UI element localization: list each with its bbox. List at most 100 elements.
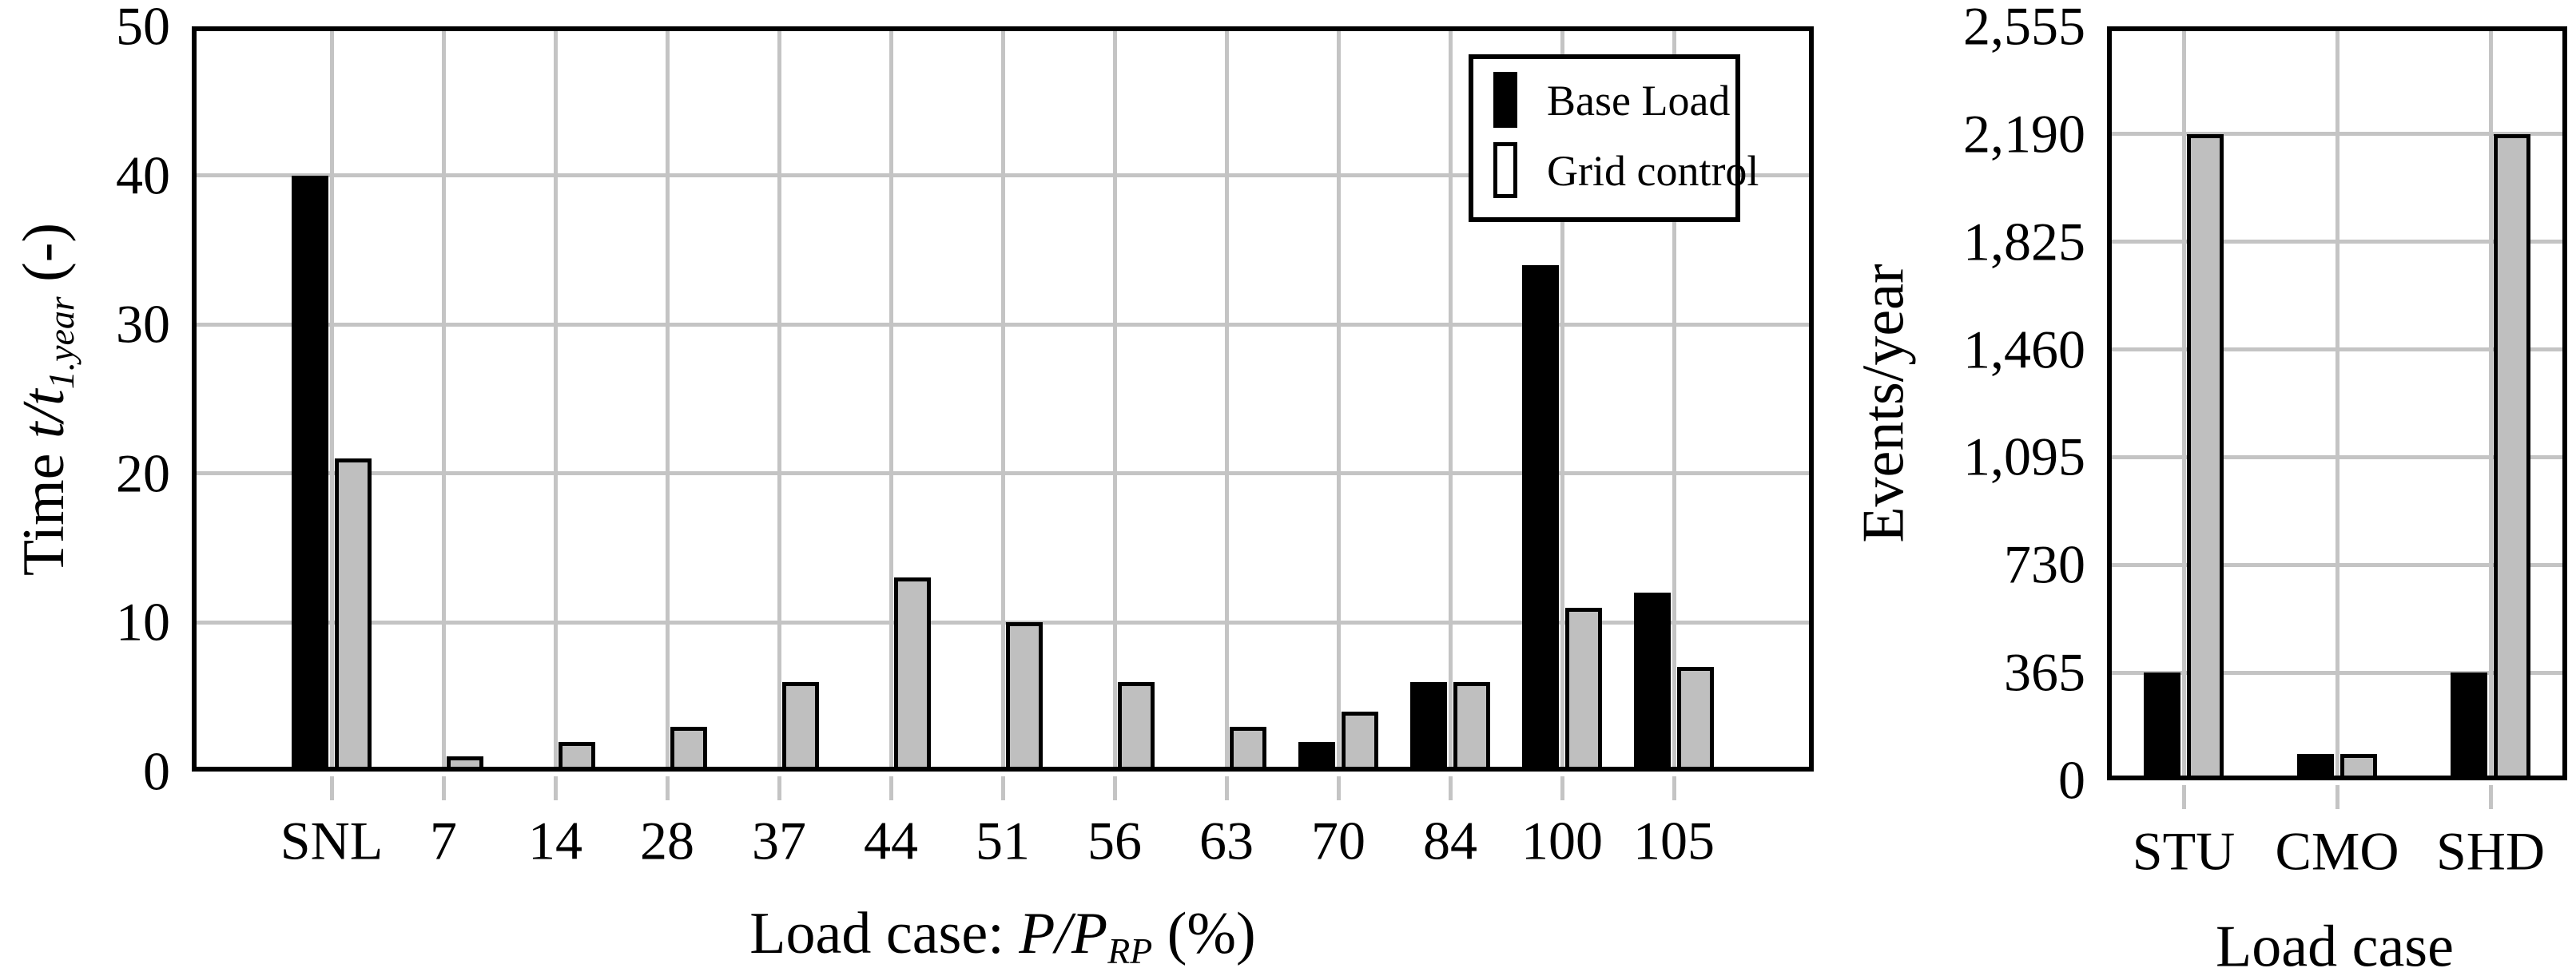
- bar-base-load-56: [1075, 768, 1111, 772]
- left-y-title-text: Time: [11, 438, 78, 577]
- x-tick-label: 14: [528, 810, 582, 871]
- bar-grid-control-63: [1230, 727, 1266, 772]
- y-tick-label: 2,190: [1963, 103, 2085, 165]
- x-tick-label: 105: [1633, 810, 1715, 871]
- legend: Base Load Grid control: [1469, 54, 1759, 222]
- x-tick-mark: [329, 776, 334, 800]
- x-tick-label: 51: [976, 810, 1030, 871]
- x-tick-mark: [888, 776, 893, 800]
- base-load-legend-label: Base Load: [1547, 77, 1731, 125]
- bar-grid-control-37: [782, 682, 819, 772]
- x-tick-label: 44: [864, 810, 918, 871]
- bar-grid-control-56: [1118, 682, 1155, 772]
- x-tick-mark: [1224, 776, 1229, 800]
- right-x-axis-title: Load case: [2216, 914, 2454, 976]
- grid-control-swatch: [1493, 142, 1517, 198]
- x-tick-mark: [441, 776, 446, 800]
- gridline-vertical: [441, 26, 446, 772]
- bar-base-load-CMO: [2297, 754, 2334, 780]
- left-y-title-subscript: 1.year: [40, 296, 81, 390]
- y-tick-label: 30: [116, 293, 170, 355]
- y-tick-label: 365: [2004, 641, 2085, 703]
- right-y-title-text: Events/year: [1851, 264, 1917, 543]
- y-tick-label: 1,095: [1963, 426, 2085, 487]
- x-tick-label: 84: [1423, 810, 1477, 871]
- x-tick-mark: [777, 776, 781, 800]
- y-tick-label: 40: [116, 145, 170, 206]
- x-tick-mark: [553, 776, 558, 800]
- bar-grid-control-70: [1342, 712, 1378, 772]
- gridline-vertical: [1336, 26, 1341, 772]
- y-tick-label: 2,555: [1963, 0, 2085, 57]
- gridline-vertical: [2335, 26, 2339, 780]
- y-tick-label: 0: [143, 740, 170, 802]
- x-tick-label: STU: [2132, 820, 2236, 882]
- x-tick-mark: [2488, 785, 2493, 809]
- x-tick-label: SNL: [280, 810, 384, 871]
- base-load-swatch: [1493, 72, 1517, 128]
- x-tick-mark: [2181, 785, 2186, 809]
- gridline-vertical: [553, 26, 558, 772]
- right-x-title-text: Load case: [2216, 914, 2454, 976]
- gridline-vertical: [665, 26, 670, 772]
- x-tick-label: 63: [1199, 810, 1254, 871]
- bar-grid-control-105: [1677, 667, 1714, 772]
- x-tick-label: 56: [1087, 810, 1142, 871]
- bar-base-load-105: [1634, 593, 1671, 772]
- y-tick-label: 1,825: [1963, 211, 2085, 272]
- bar-base-load-14: [515, 768, 552, 772]
- bar-grid-control-51: [1006, 622, 1043, 772]
- x-tick-label: 37: [752, 810, 806, 871]
- bar-grid-control-44: [894, 577, 931, 772]
- bar-base-load-84: [1410, 682, 1447, 772]
- bar-base-load-SNL: [292, 176, 328, 772]
- bar-base-load-70: [1298, 742, 1335, 772]
- gridline-vertical: [2488, 26, 2493, 780]
- gridline-vertical: [1000, 26, 1005, 772]
- x-tick-mark: [1560, 776, 1564, 800]
- gridline-vertical: [2181, 26, 2186, 780]
- bar-base-load-44: [851, 768, 888, 772]
- right-y-axis-title: Events/year: [1851, 264, 1918, 542]
- bar-grid-control-SNL: [335, 458, 372, 772]
- bar-base-load-63: [1187, 768, 1223, 772]
- bar-grid-control-7: [447, 756, 483, 772]
- x-tick-label: CMO: [2275, 820, 2399, 882]
- gridline-vertical: [1112, 26, 1117, 772]
- x-tick-mark: [1448, 776, 1453, 800]
- bar-base-load-51: [963, 768, 1000, 772]
- y-tick-label: 20: [116, 442, 170, 504]
- gridline-vertical: [1448, 26, 1453, 772]
- x-tick-mark: [1672, 776, 1676, 800]
- left-y-title-suffix: (-): [11, 222, 78, 297]
- bar-base-load-7: [403, 768, 440, 772]
- x-tick-mark: [2335, 785, 2339, 809]
- left-x-axis-title: Load case: P/PRP (%): [749, 900, 1255, 972]
- bar-grid-control-STU: [2187, 134, 2224, 780]
- bar-base-load-SHD: [2451, 672, 2487, 780]
- x-tick-label: 28: [640, 810, 694, 871]
- gridline-vertical: [329, 26, 334, 772]
- left-x-title-subscript: RP: [1107, 930, 1153, 971]
- left-y-title-math: t/t: [11, 389, 78, 438]
- y-tick-label: 0: [2058, 749, 2085, 811]
- x-tick-label: 100: [1521, 810, 1603, 871]
- gridline-vertical: [777, 26, 781, 772]
- events-per-year-chart: [2107, 26, 2567, 809]
- bar-grid-control-14: [559, 742, 595, 772]
- gridline-vertical: [1224, 26, 1229, 772]
- bar-grid-control-100: [1565, 608, 1602, 772]
- bar-grid-control-84: [1453, 682, 1490, 772]
- y-tick-label: 10: [116, 591, 170, 653]
- x-tick-label: SHD: [2435, 820, 2546, 882]
- y-tick-label: 1,460: [1963, 319, 2085, 380]
- grid-control-legend-label: Grid control: [1547, 147, 1759, 195]
- bar-base-load-28: [627, 768, 664, 772]
- x-tick-mark: [1000, 776, 1005, 800]
- x-tick-label: 70: [1311, 810, 1366, 871]
- gridline-vertical: [1560, 26, 1564, 772]
- gridline-vertical: [1672, 26, 1676, 772]
- left-y-axis-title: Time t/t1.year (-): [10, 223, 82, 576]
- left-x-title-math: P/P: [1019, 901, 1108, 967]
